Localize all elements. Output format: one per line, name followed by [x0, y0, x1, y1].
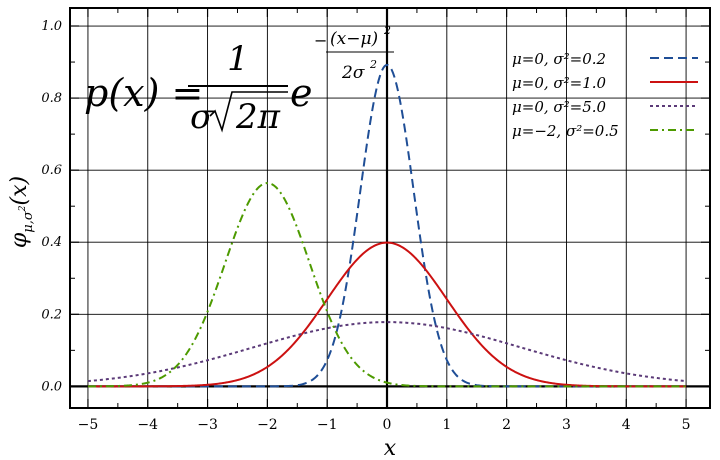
legend-label: μ=0, σ²=1.0 [512, 74, 607, 92]
series-line [87, 321, 687, 383]
y-tick-label: 0.0 [41, 379, 62, 394]
legend-item: μ=0, σ²=1.0 [512, 74, 698, 92]
formula-base: e [290, 71, 313, 115]
legend: μ=0, σ²=0.2 μ=0, σ²=1.0 μ=0, σ²=5.0 μ=−2… [512, 50, 698, 140]
formula-denominator-sigma: σ [190, 97, 214, 137]
x-tick-label: −5 [78, 417, 99, 433]
formula-sqrt-sign [209, 91, 288, 133]
y-axis-title-sub: μ,σ [21, 210, 36, 233]
y-tick-label: 0.8 [41, 91, 62, 106]
legend-label: μ=−2, σ²=0.5 [512, 122, 619, 140]
legend-label: μ=0, σ²=5.0 [512, 98, 607, 116]
ticks [70, 8, 710, 408]
x-tick-label: 1 [442, 417, 451, 433]
x-tick-label: 4 [622, 417, 631, 433]
formula: p(x) = 1 σ 2π e − (x−μ) 2 2σ 2 [84, 24, 394, 137]
x-tick-label: 2 [502, 417, 511, 433]
grid [70, 8, 710, 408]
y-axis-title: φμ,σ2(x) [7, 176, 36, 248]
svg-text:φμ,σ2(x): φμ,σ2(x) [7, 176, 36, 248]
legend-item: μ=0, σ²=5.0 [512, 98, 698, 116]
legend-label: μ=0, σ²=0.2 [512, 50, 606, 68]
x-tick-labels: −5 −4 −3 −2 −1 0 1 2 3 4 5 [78, 417, 691, 433]
formula-lhs: p(x) = [84, 71, 203, 115]
x-tick-label: −1 [317, 417, 338, 433]
y-axis-title-arg: (x) [7, 176, 32, 206]
x-tick-label: −3 [197, 417, 218, 433]
formula-exp-denominator: 2σ [341, 63, 365, 83]
y-tick-label: 1.0 [41, 19, 62, 34]
series-line [87, 182, 687, 388]
formula-exp-sign: − [314, 31, 327, 50]
y-axis-title-sup: 2 [18, 205, 28, 212]
x-tick-label: 3 [562, 417, 571, 433]
x-tick-label: −4 [137, 417, 158, 433]
zero-axes [70, 8, 710, 408]
y-tick-label: 0.6 [41, 163, 62, 178]
x-axis-title: x [384, 436, 397, 460]
formula-exp-denominator-sup: 2 [369, 58, 377, 71]
formula-exp-numerator-sup: 2 [383, 24, 391, 37]
legend-item: μ=−2, σ²=0.5 [512, 122, 698, 140]
y-tick-label: 0.4 [41, 235, 62, 250]
legend-item: μ=0, σ²=0.2 [512, 50, 698, 68]
curves [87, 63, 687, 388]
formula-numerator: 1 [227, 39, 249, 79]
x-tick-label: −2 [257, 417, 278, 433]
y-tick-labels: 0.0 0.2 0.4 0.6 0.8 1.0 [41, 19, 62, 394]
formula-denominator-root: 2π [235, 97, 281, 137]
x-tick-label: 5 [682, 417, 691, 433]
y-axis-title-main: φ [7, 232, 32, 248]
x-tick-label: 0 [383, 417, 392, 433]
formula-exp-numerator: (x−μ) [330, 29, 378, 49]
plot-frame [69, 7, 711, 409]
y-tick-label: 0.2 [41, 307, 62, 322]
